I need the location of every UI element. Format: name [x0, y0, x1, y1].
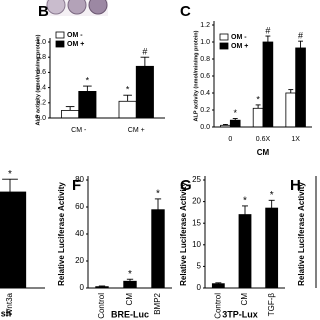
y-tick-label: 1.2: [200, 22, 210, 29]
panel-label: B: [38, 3, 49, 20]
legend-label: OM +: [67, 41, 84, 48]
significance-mark: *: [128, 269, 132, 280]
x-tick-label: 0.6X: [256, 136, 271, 143]
y-tick-label: 1.0: [36, 39, 46, 46]
y-tick-label: 10: [192, 240, 201, 249]
x-tick-label: CM: [240, 293, 249, 306]
dish: [46, 0, 66, 15]
y-tick-label: 0.6: [36, 69, 46, 76]
y-tick-label: 20: [75, 256, 84, 265]
significance-mark: *: [86, 75, 90, 85]
y-tick-label: 0: [80, 283, 85, 292]
bar: [135, 65, 154, 119]
x-axis-label: BRE-Luc: [111, 309, 149, 319]
significance-mark: *: [233, 108, 237, 118]
panel-label: C: [180, 3, 191, 20]
x-tick-label: 1X: [291, 136, 300, 143]
x-tick-label: TGF-β: [267, 293, 276, 317]
y-axis-label: ALP activity (nmol/min/mg protein): [35, 34, 41, 125]
y-tick-label: 0.4: [200, 90, 210, 97]
significance-mark: #: [142, 47, 147, 57]
significance-mark: *: [256, 94, 260, 104]
panel-label: G: [180, 177, 192, 194]
x-tick-label: 0: [228, 136, 232, 143]
x-tick-label: Wnt3a: [5, 292, 14, 316]
dish-images: [46, 0, 108, 16]
x-tick-label: BMP2: [153, 292, 162, 314]
significance-mark: *: [243, 196, 247, 207]
bar: [61, 110, 80, 119]
x-tick-label: CM: [125, 293, 134, 306]
bar: [295, 47, 306, 128]
panel-label: F: [72, 177, 81, 194]
bar: [238, 214, 252, 289]
y-axis-label: Relative Luciferase Activity: [179, 182, 188, 286]
x-tick-label: Control: [97, 293, 106, 319]
legend-label: OM -: [67, 32, 83, 39]
x-axis-label: sh: [1, 308, 12, 318]
x-axis-label: 3TP-Lux: [222, 309, 258, 319]
bar: [151, 209, 165, 289]
y-tick-label: 0.2: [200, 107, 210, 114]
legend-label: OM +: [231, 43, 248, 50]
bar: [252, 107, 264, 128]
legend-swatch: [219, 42, 229, 50]
significance-mark: *: [8, 169, 12, 180]
significance-mark: *: [270, 190, 274, 201]
significance-mark: #: [265, 25, 270, 35]
y-tick-label: 0.2: [36, 100, 46, 107]
y-axis-label: ALP activity (nmol/min/mg protein): [193, 30, 199, 121]
y-axis-label: Relative Luciferase Activity: [57, 182, 66, 286]
bar: [285, 92, 297, 128]
legend-swatch: [55, 40, 65, 48]
y-tick-label: 0.6: [200, 73, 210, 80]
y-tick-label: 0.8: [36, 54, 46, 61]
y-tick-label: 15: [192, 218, 201, 227]
legend-label: OM -: [231, 34, 247, 41]
x-tick-label: CM +: [128, 127, 145, 134]
y-tick-label: 40: [75, 229, 84, 238]
y-tick-label: 0.4: [36, 84, 46, 91]
significance-mark: #: [298, 31, 303, 41]
y-tick-label: 0: [197, 283, 202, 292]
y-tick-label: 20: [192, 197, 201, 206]
bar: [78, 91, 97, 119]
y-tick-label: 0.8: [200, 56, 210, 63]
significance-mark: *: [156, 189, 160, 200]
bar: [0, 191, 27, 289]
y-tick-label: 80: [75, 175, 84, 184]
panel-label: H: [290, 177, 301, 194]
y-tick-label: 5: [197, 262, 202, 271]
legend-swatch: [219, 33, 229, 41]
dish: [67, 0, 87, 15]
dish: [88, 0, 108, 15]
bar: [265, 207, 279, 289]
y-axis-label: Relative Luciferase Activity: [297, 182, 306, 286]
bar: [262, 41, 274, 128]
y-tick-label: 25: [192, 175, 201, 184]
y-tick-label: 0.0: [36, 115, 46, 122]
y-tick-label: 60: [75, 202, 84, 211]
significance-mark: *: [126, 85, 130, 95]
bar: [123, 280, 137, 289]
bar: [229, 119, 241, 128]
x-tick-label: CM -: [71, 127, 87, 134]
bar: [211, 283, 225, 289]
x-tick-label: Control: [213, 293, 222, 319]
y-tick-label: 0.0: [200, 124, 210, 131]
legend-swatch: [55, 31, 65, 39]
bar: [118, 100, 137, 119]
y-tick-label: 1.0: [200, 39, 210, 46]
x-axis-label: CM: [257, 148, 270, 157]
